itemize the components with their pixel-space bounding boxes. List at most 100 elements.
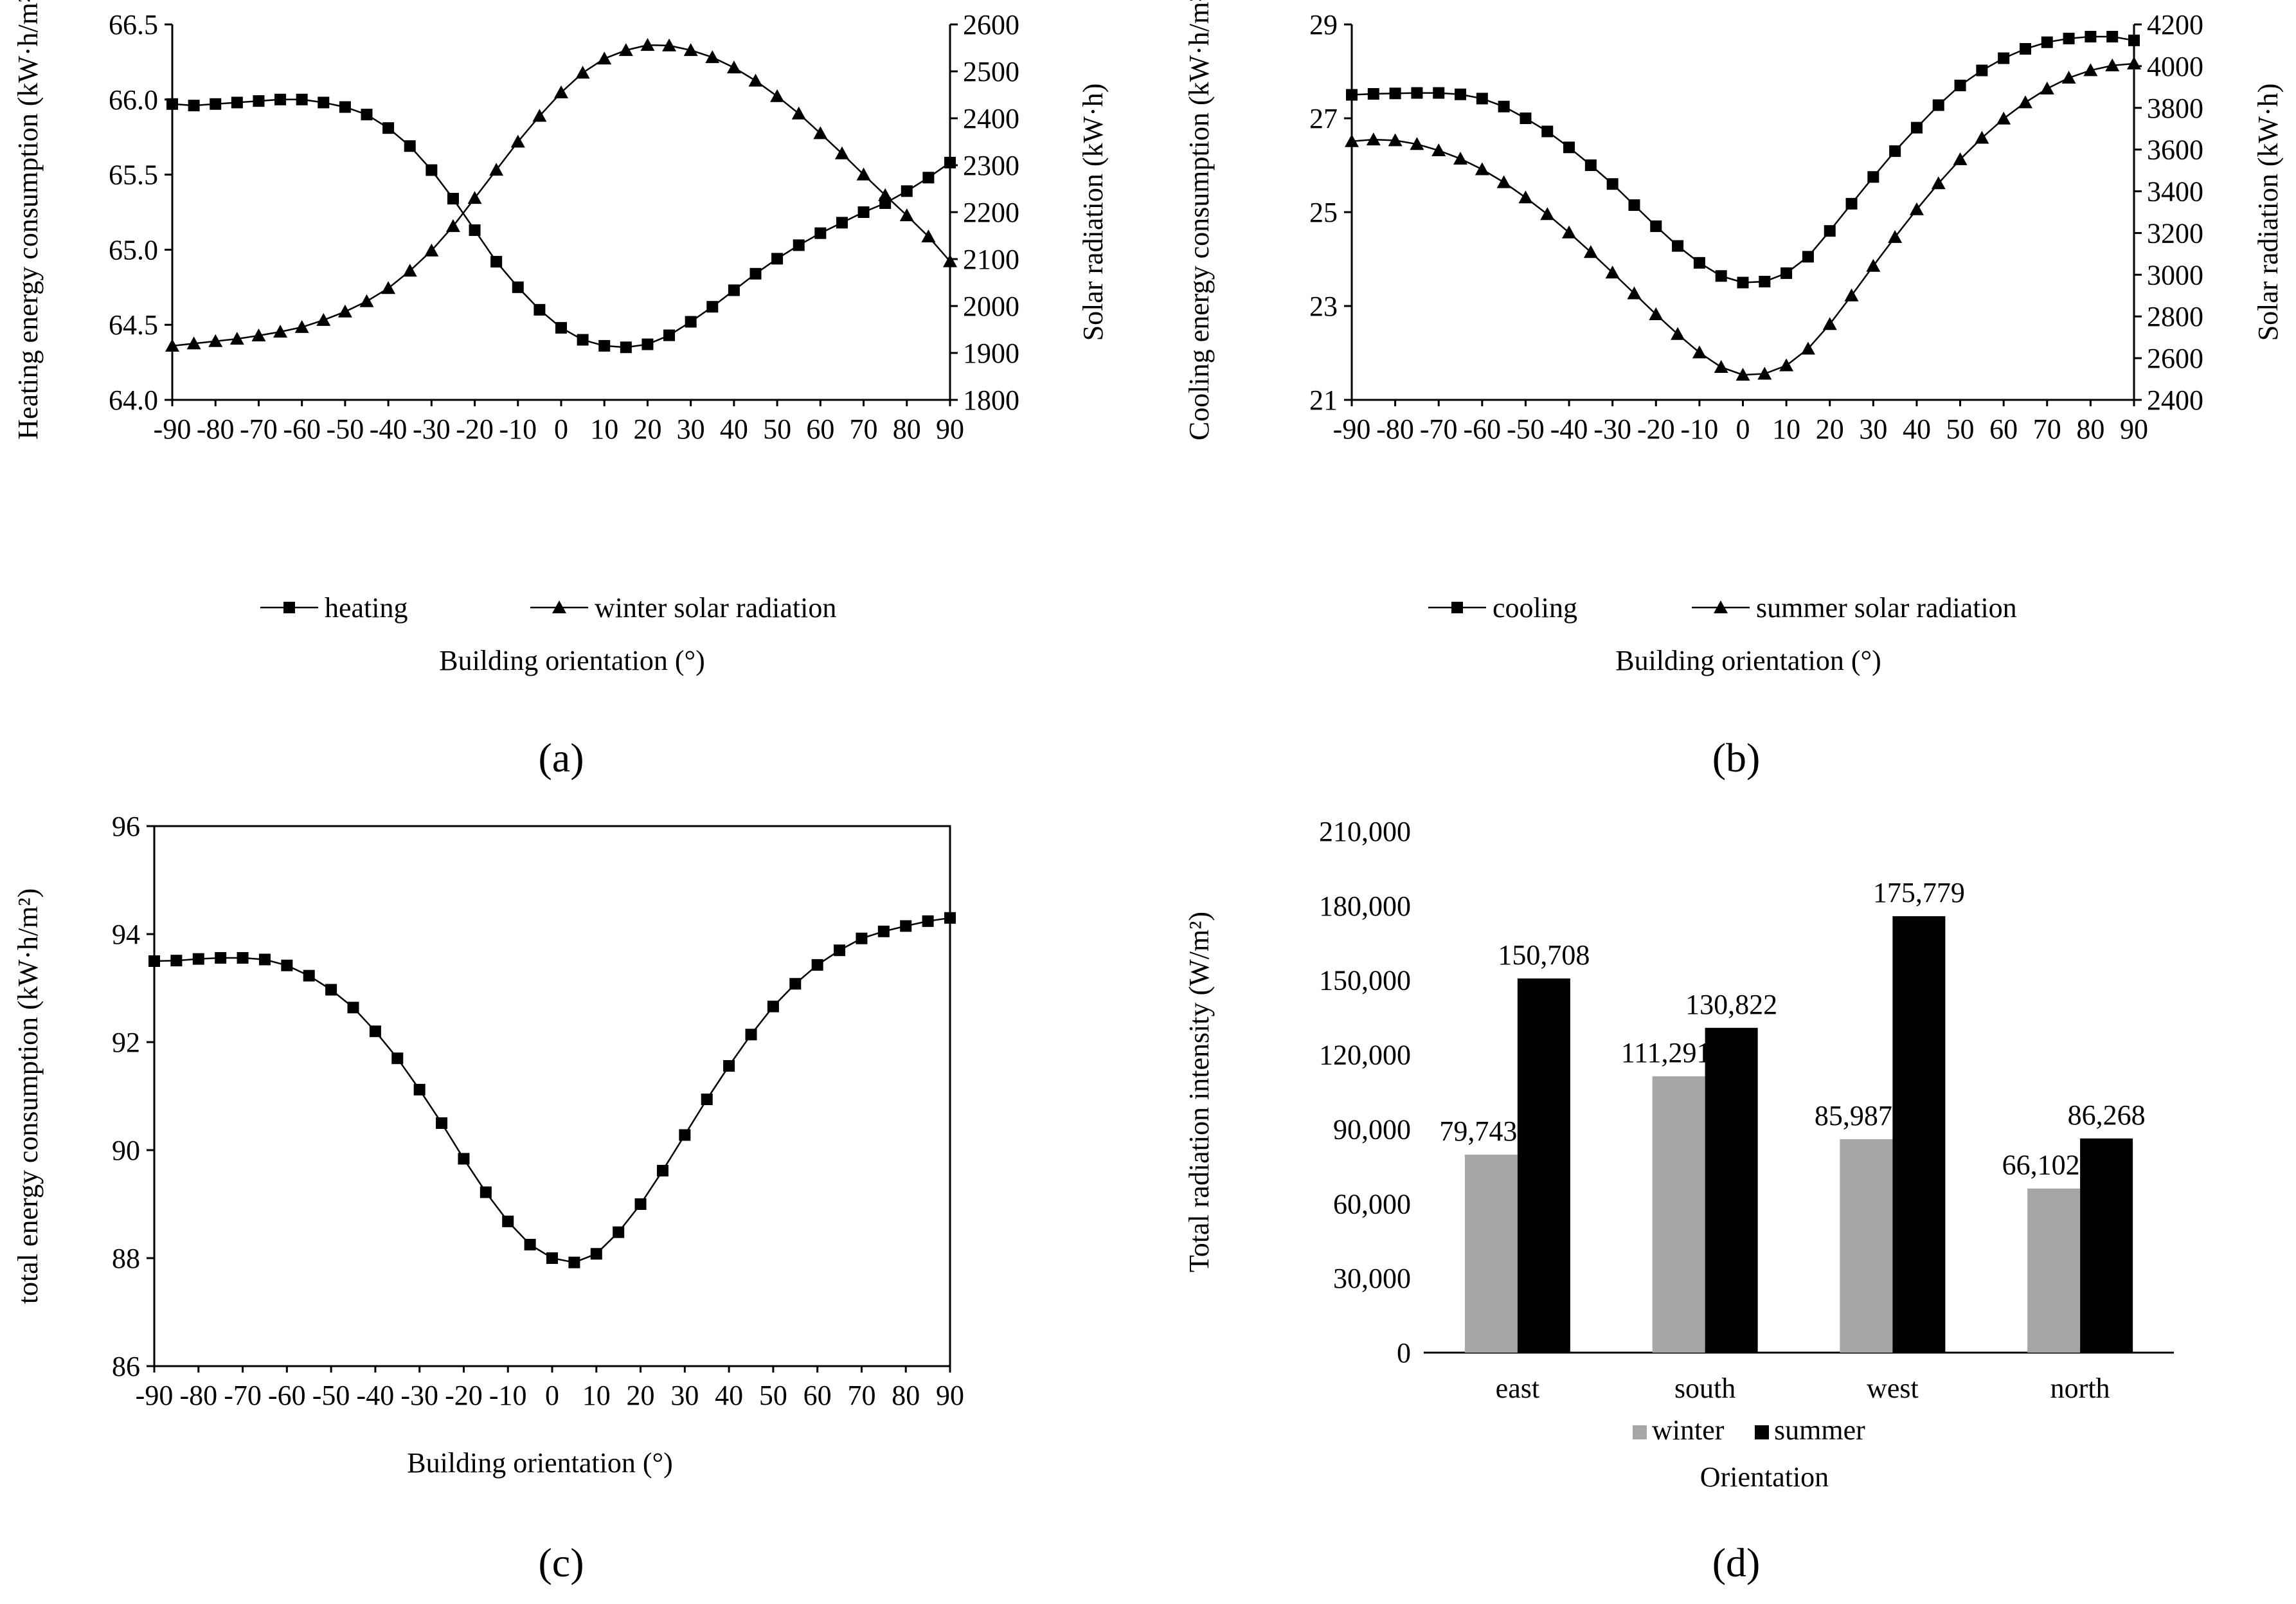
left-tick-label: 21 <box>1309 384 1338 416</box>
data-point <box>597 51 612 65</box>
data-point <box>1910 122 1923 134</box>
data-point <box>534 303 546 316</box>
right-tick-label: 2600 <box>963 9 1019 41</box>
x-tick-label: 0 <box>1736 413 1750 445</box>
data-point <box>877 925 890 937</box>
x-tick-label: 40 <box>720 413 748 445</box>
data-point <box>166 98 178 110</box>
series-line-cooling <box>1351 35 2135 284</box>
data-point <box>1671 327 1685 340</box>
data-point <box>1996 111 2011 125</box>
data-point <box>1932 99 1944 111</box>
left-axis-label: Heating energy consumption (kW·h/m²) <box>12 0 44 440</box>
left-tick-label: 94 <box>112 919 140 950</box>
data-point <box>369 1025 381 1038</box>
data-point <box>856 167 871 181</box>
data-point <box>1583 245 1598 258</box>
x-tick-label: -30 <box>413 413 451 445</box>
data-point <box>2128 34 2140 46</box>
x-tick-label: 20 <box>627 1380 655 1411</box>
right-tick-label: 2100 <box>963 244 1019 275</box>
data-point <box>253 95 265 107</box>
data-point <box>480 1186 492 1198</box>
x-tick-label: -20 <box>445 1380 483 1411</box>
data-point <box>555 321 567 334</box>
data-point <box>413 1083 426 1095</box>
data-point <box>1563 141 1575 154</box>
data-point <box>1931 176 1946 190</box>
bar-winter-east <box>1464 1155 1518 1353</box>
x-tick-label: -20 <box>456 413 494 445</box>
data-point <box>1606 178 1619 190</box>
data-point <box>237 951 249 964</box>
x-axis-label: Building orientation (°) <box>1615 645 1881 676</box>
y-tick-label: 210,000 <box>1319 816 1411 847</box>
data-point <box>1822 317 1837 330</box>
panel-label: (b) <box>1712 735 1761 780</box>
left-tick-label: 90 <box>112 1135 140 1166</box>
data-point <box>251 328 266 341</box>
x-tick-label: -90 <box>154 413 192 445</box>
x-tick-label: 10 <box>1772 413 1800 445</box>
chart-panel-c: 86 88 90 92 94 96 -90 -80 -70 -60 -50 -40 -30 -20 -10 0… <box>12 811 964 1585</box>
data-point <box>1824 225 1836 237</box>
data-point <box>2041 36 2053 48</box>
panel-label: (a) <box>538 735 584 780</box>
chart-panel-b: 21 23 25 27 29 2400 2600 2800 3000 3200 3400 3600 38… <box>1183 0 2284 780</box>
data-point <box>770 89 785 102</box>
data-point <box>188 100 200 112</box>
data-point <box>1693 257 1705 269</box>
right-tick-label: 2200 <box>963 197 1019 228</box>
x-tick-label: 90 <box>2120 413 2148 445</box>
data-point <box>281 959 293 971</box>
y-tick-label: 60,000 <box>1333 1188 1411 1220</box>
left-tick-label: 92 <box>112 1027 140 1058</box>
right-tick-label: 2300 <box>963 150 1019 181</box>
data-point <box>1498 100 1510 113</box>
legend-label: summer <box>1774 1414 1865 1446</box>
left-tick-label: 27 <box>1309 103 1338 134</box>
x-tick-label: 40 <box>1903 413 1931 445</box>
y-tick-label: 0 <box>1397 1337 1411 1369</box>
data-point <box>598 339 611 352</box>
left-tick-label: 29 <box>1309 9 1338 41</box>
x-tick-label: 50 <box>759 1380 787 1411</box>
data-point <box>575 66 590 79</box>
x-tick-label: -80 <box>197 413 235 445</box>
y-tick-label: 150,000 <box>1319 965 1411 996</box>
data-point <box>1605 266 1620 279</box>
x-tick-label: -40 <box>357 1380 395 1411</box>
data-point <box>726 60 741 74</box>
data-point <box>2083 63 2098 77</box>
data-point <box>2106 30 2119 42</box>
bar-summer-west <box>1892 916 1946 1353</box>
data-point <box>814 227 827 239</box>
x-tick-label: -50 <box>327 413 364 445</box>
x-tick-label: 30 <box>677 413 705 445</box>
data-label: 79,743 <box>1439 1115 1517 1147</box>
y-tick-label: 90,000 <box>1333 1113 1411 1145</box>
data-point <box>210 98 222 110</box>
series-line-heating <box>172 98 951 348</box>
x-tick-label: west <box>1867 1373 1919 1404</box>
data-point <box>512 281 524 293</box>
left-tick-label: 65.5 <box>109 159 158 191</box>
x-axis-label: Building orientation (°) <box>407 1447 673 1479</box>
data-point <box>683 43 698 57</box>
data-point <box>1735 368 1750 381</box>
right-tick-label: 2000 <box>963 291 1019 322</box>
data-label: 175,779 <box>1873 877 1965 908</box>
data-point <box>229 332 244 345</box>
data-point <box>811 959 823 971</box>
legend-marker <box>1451 602 1463 613</box>
x-tick-label: 20 <box>633 413 661 445</box>
data-point <box>532 109 547 122</box>
data-point <box>771 253 784 265</box>
right-tick-label: 2800 <box>2147 301 2203 332</box>
data-point <box>231 96 243 109</box>
data-point <box>339 101 351 113</box>
data-point <box>1541 125 1554 138</box>
data-point <box>445 219 460 232</box>
right-tick-label: 2600 <box>2147 343 2203 374</box>
data-point <box>1496 175 1511 188</box>
